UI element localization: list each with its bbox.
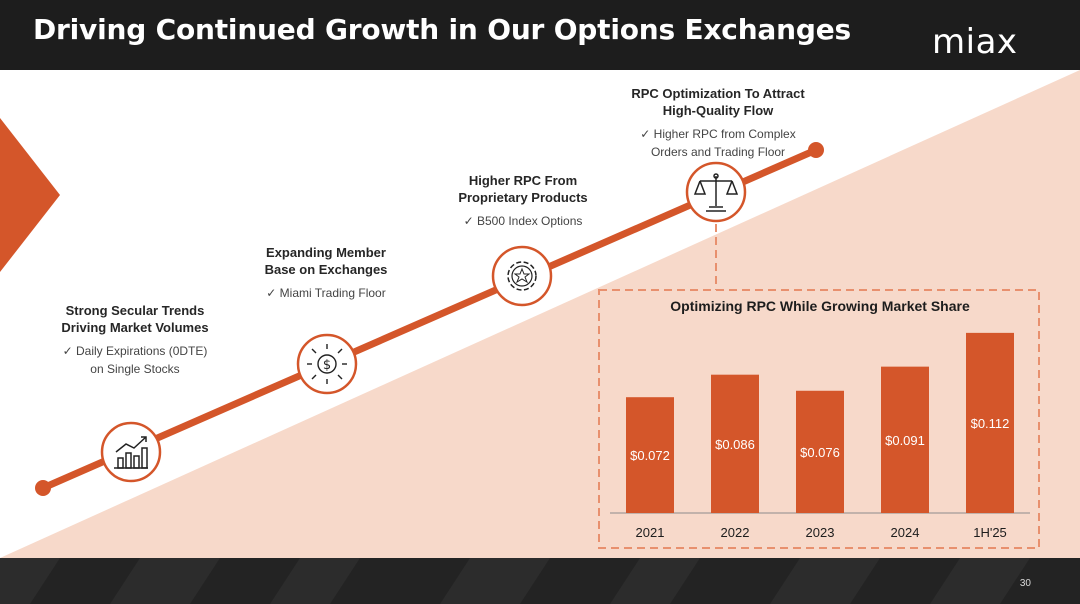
scales-icon bbox=[685, 161, 747, 223]
category-label: 2023 bbox=[806, 525, 835, 540]
category-label: 1H'25 bbox=[973, 525, 1007, 540]
category-label: 2021 bbox=[636, 525, 665, 540]
milestone-3-heading: Higher RPC From Proprietary Products bbox=[458, 173, 588, 205]
bar-2024 bbox=[881, 366, 929, 513]
footer-pattern bbox=[0, 558, 1030, 604]
milestone-1-heading: Strong Secular Trends Driving Market Vol… bbox=[61, 303, 209, 335]
milestone-3-bullet: ✓ B500 Index Options bbox=[463, 214, 583, 228]
bar-1H'25 bbox=[966, 332, 1014, 513]
chart-dashed-box bbox=[598, 289, 1040, 549]
bar-value-label: $0.072 bbox=[630, 448, 670, 463]
growth-chart-icon bbox=[100, 421, 162, 483]
page-title: Driving Continued Growth in Our Options … bbox=[33, 13, 851, 46]
milestone-4-heading: RPC Optimization To Attract High-Quality… bbox=[631, 86, 805, 118]
gear-star-icon bbox=[491, 245, 553, 307]
timeline-start-dot bbox=[35, 480, 51, 496]
milestone-2-heading: Expanding Member Base on Exchanges bbox=[264, 245, 388, 277]
bar-value-label: $0.086 bbox=[715, 437, 755, 452]
milestone-1-label: Strong Secular Trends Driving Market Vol… bbox=[55, 302, 215, 378]
chart-title: Optimizing RPC While Growing Market Shar… bbox=[670, 298, 970, 314]
bar-2021 bbox=[626, 397, 674, 513]
bar-value-label: $0.076 bbox=[800, 445, 840, 460]
category-label: 2024 bbox=[891, 525, 920, 540]
dollar-network-icon: $ bbox=[296, 333, 358, 395]
bar-value-label: $0.112 bbox=[971, 416, 1010, 431]
rpc-bar-chart: $0.072 2021 $0.086 2022 $0.076 2023 $0.091 2024… bbox=[610, 332, 1030, 540]
svg-text:$: $ bbox=[323, 358, 331, 373]
timeline-end-dot bbox=[808, 142, 824, 158]
bar-2023 bbox=[796, 390, 844, 513]
orange-arrow-shape bbox=[0, 118, 60, 272]
milestone-4-bullet: ✓ Higher RPC from Complex Orders and Tra… bbox=[640, 127, 796, 159]
category-label: 2022 bbox=[721, 525, 750, 540]
header-bar: Driving Continued Growth in Our Options … bbox=[0, 0, 1080, 70]
milestone-4-label: RPC Optimization To Attract High-Quality… bbox=[628, 85, 808, 161]
milestone-2-label: Expanding Member Base on Exchanges ✓ Mia… bbox=[252, 244, 400, 302]
timeline-line bbox=[39, 146, 820, 492]
bar-value-label: $0.091 bbox=[885, 433, 925, 448]
bar-2022 bbox=[711, 374, 759, 513]
footer-bar bbox=[0, 558, 1080, 604]
miax-logo: miax bbox=[932, 22, 1018, 62]
milestone-2-bullet: ✓ Miami Trading Floor bbox=[266, 286, 386, 300]
page-number: 30 bbox=[1019, 578, 1031, 589]
milestone-3-label: Higher RPC From Proprietary Products ✓ B… bbox=[448, 172, 598, 230]
milestone-1-bullet: ✓ Daily Expirations (0DTE) on Single Sto… bbox=[62, 344, 208, 376]
